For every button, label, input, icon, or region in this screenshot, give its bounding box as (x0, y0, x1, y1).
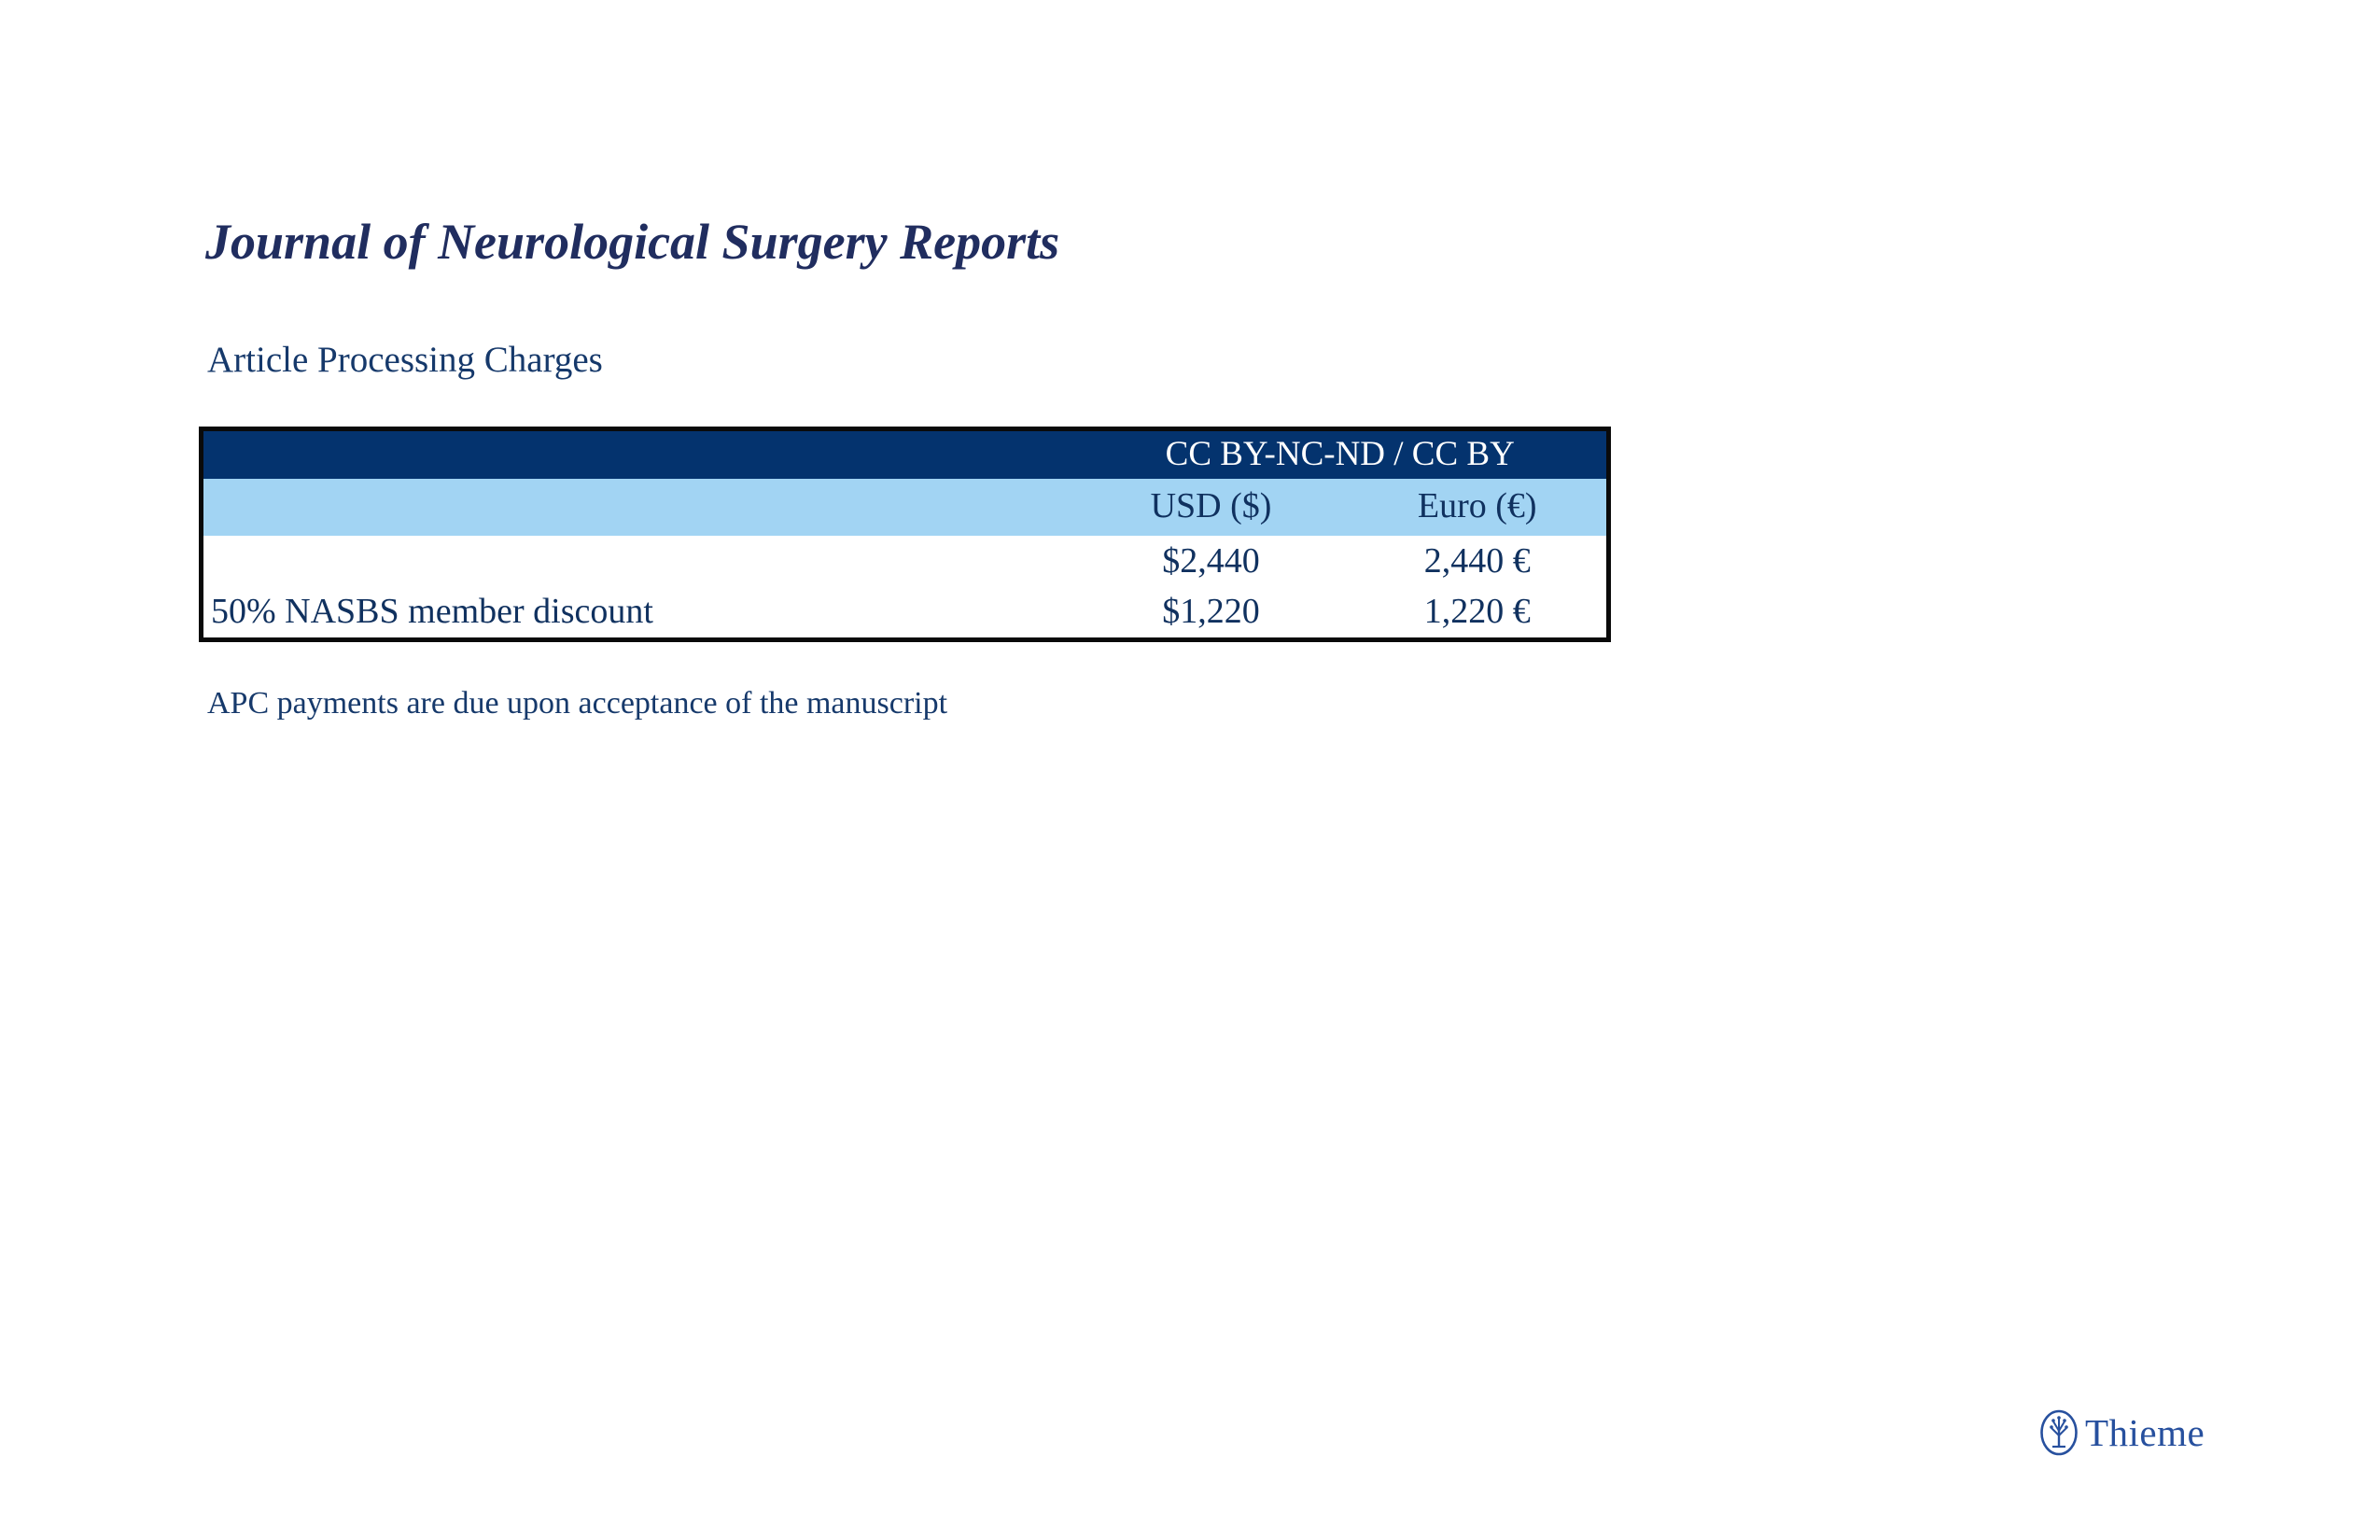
apc-footnote: APC payments are due upon acceptance of … (207, 686, 948, 721)
section-title: Article Processing Charges (207, 340, 603, 380)
euro-column-header: Euro (€) (1417, 486, 1537, 526)
publisher-name: Thieme (2085, 1411, 2205, 1454)
table-row-currency-headers: USD ($) Euro (€) (201, 478, 1609, 536)
row-label (202, 536, 1074, 588)
apc-table: CC BY-NC-ND / CC BY USD ($) Euro (€) $2,… (199, 427, 1611, 642)
license-header-cell: CC BY-NC-ND / CC BY (1165, 434, 1515, 473)
publisher-logo: Thieme (2039, 1409, 2205, 1456)
empty-cell (202, 479, 1074, 536)
usd-value: $1,220 (1162, 592, 1260, 632)
empty-cell (202, 429, 1074, 479)
euro-value: 1,220 € (1423, 592, 1531, 632)
journal-title: Journal of Neurological Surgery Reports (205, 214, 1060, 270)
euro-value: 2,440 € (1423, 540, 1531, 581)
table-row-member-discount: 50% NASBS member discount $1,220 1,220 € (201, 587, 1609, 640)
thieme-tree-seal-icon (2039, 1409, 2079, 1456)
table-row-standard-apc: $2,440 2,440 € (201, 535, 1609, 588)
usd-value: $2,440 (1162, 540, 1260, 581)
usd-column-header: USD ($) (1150, 486, 1272, 526)
row-label: 50% NASBS member discount (211, 592, 653, 632)
table-row-license-header: CC BY-NC-ND / CC BY (201, 428, 1609, 479)
